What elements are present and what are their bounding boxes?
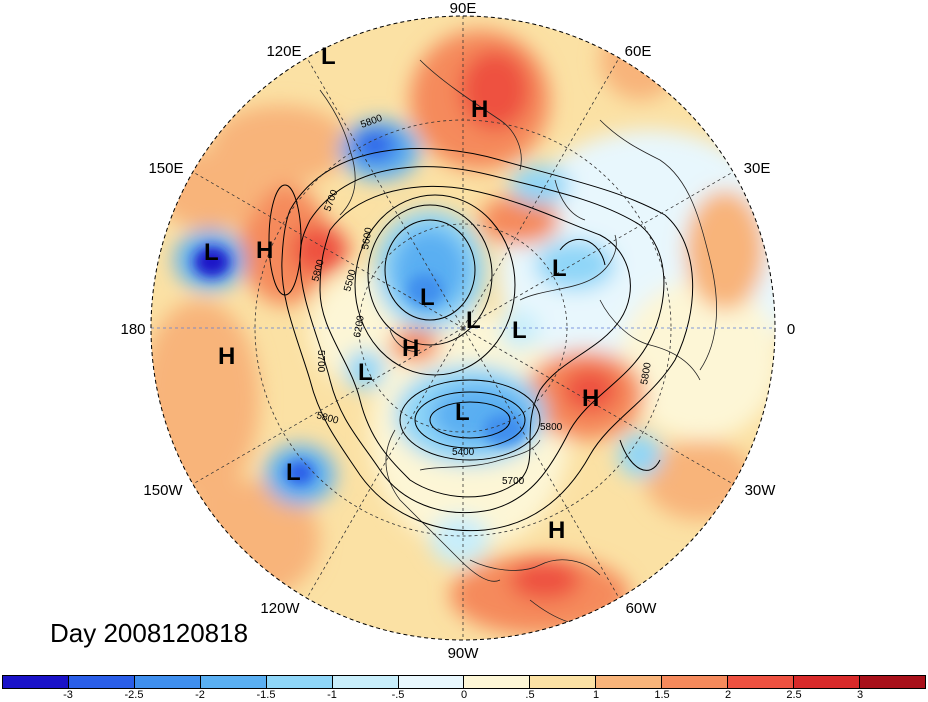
colorbar-tick-label: 1.5 (654, 689, 670, 701)
colorbar-tick-label: -2.5 (124, 689, 144, 701)
colorbar-tick-label: -3 (63, 689, 73, 701)
lon-label-30w: 30W (745, 482, 777, 499)
pressure-marker-low: L (286, 459, 301, 486)
pressure-markers: L H H L H L H L L L H L L H L (204, 43, 599, 544)
map-boundary (150, 15, 776, 641)
pressure-marker-low: L (466, 307, 481, 334)
plot-title: Day 2008120818 (50, 618, 249, 648)
pressure-marker-low: L (455, 399, 470, 426)
pressure-marker-high: H (256, 237, 273, 264)
contour-label: 5800 (639, 361, 654, 385)
pressure-marker-low: L (552, 255, 567, 282)
colorbar-segment (68, 676, 135, 688)
pressure-marker-high: H (218, 343, 235, 370)
colorbar-segment (728, 676, 795, 688)
colorbar-segment (398, 676, 465, 688)
pressure-marker-low: L (204, 239, 219, 266)
lon-label-90w: 90W (448, 645, 480, 662)
colorbar-segment (596, 676, 663, 688)
colorbar-segment (200, 676, 267, 688)
colorbar-tick-label: -1.5 (256, 689, 276, 701)
lon-label-30e: 30E (744, 160, 771, 177)
colorbar-tick-label: 1 (592, 689, 600, 701)
colorbar-segment (662, 676, 729, 688)
pressure-marker-high: H (471, 96, 488, 123)
colorbar-segment (3, 676, 69, 688)
colorbar-tick-label: 3 (856, 689, 864, 701)
pressure-marker-high: H (402, 335, 419, 362)
colorbar-segment (464, 676, 531, 688)
colorbar (2, 675, 926, 689)
colorbar-tick-label: .5 (525, 689, 535, 701)
contour-label: 5400 (452, 447, 475, 458)
colorbar-tick-label: 0 (460, 689, 468, 701)
colorbar-tick-label: -2 (195, 689, 205, 701)
colorbar-segment (859, 676, 925, 688)
pressure-marker-high: H (582, 385, 599, 412)
colorbar-segment (266, 676, 333, 688)
lon-label-120e: 120E (266, 43, 301, 60)
lon-label-150w: 150W (143, 482, 183, 499)
lon-label-60e: 60E (625, 43, 652, 60)
pressure-marker-low: L (358, 359, 373, 386)
graticule (151, 16, 775, 640)
colorbar-tick-label: 2.5 (786, 689, 802, 701)
geopotential-contours (268, 148, 694, 532)
lon-label-180: 180 (120, 321, 145, 338)
lon-label-90e: 90E (450, 0, 477, 17)
colorbar-ticks: -3 -2.5 -2 -1.5 -1 -.5 0 .5 1 1.5 2 2.5 3 (2, 689, 926, 702)
lon-label-60w: 60W (626, 600, 658, 617)
contour-label: 5700 (315, 350, 326, 373)
pressure-marker-low: L (512, 317, 527, 344)
pressure-marker-high: H (548, 517, 565, 544)
colorbar-tick-label: 2 (724, 689, 732, 701)
pressure-marker-low: L (321, 43, 336, 70)
lon-label-0: 0 (787, 321, 795, 338)
colorbar-tick-label: -1 (327, 689, 337, 701)
colorbar-segment (332, 676, 399, 688)
colorbar-tick-label: -.5 (391, 689, 405, 701)
contour-label: 5700 (502, 476, 525, 487)
polar-map: 5800 5700 5500 5600 5800 5700 6200 5800 … (120, 0, 795, 662)
contour-label: 5800 (540, 422, 563, 433)
colorbar-segment (134, 676, 201, 688)
lon-label-120w: 120W (260, 600, 300, 617)
longitude-labels: 90E 60E 30E 0 30W 60W 90W 120W 150W 180 … (120, 0, 795, 662)
lon-label-150e: 150E (148, 160, 183, 177)
colorbar-segment (530, 676, 597, 688)
colorbar-segment (794, 676, 860, 688)
pressure-marker-low: L (420, 284, 435, 311)
contour-label: 6200 (352, 314, 367, 338)
contour-label: 5600 (360, 226, 375, 250)
